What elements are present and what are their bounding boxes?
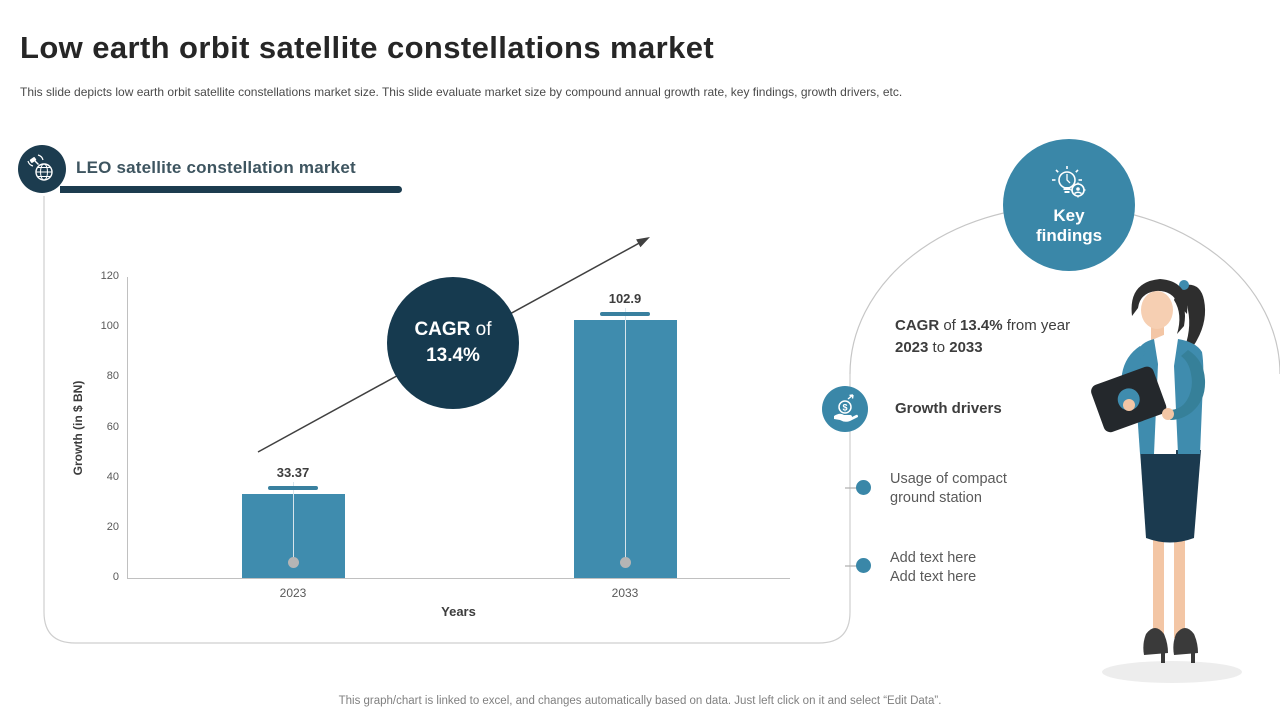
leader-dot (287, 556, 299, 568)
lightbulb-idea-icon (1052, 166, 1086, 198)
y-tick-label: 80 (106, 370, 119, 383)
x-category-label: 2023 (279, 586, 307, 600)
y-tick-label: 0 (112, 571, 119, 583)
money-hand-icon: $ (834, 394, 858, 422)
y-tick-label: 20 (106, 520, 119, 533)
y-tick-label: 40 (106, 470, 119, 483)
section-underline (60, 186, 402, 193)
y-tick-label: 120 (100, 270, 119, 282)
businesswoman-illustration (1091, 279, 1242, 683)
footer-note: This graph/chart is linked to excel, and… (338, 695, 942, 707)
key-findings-badge: Key findings (1003, 139, 1135, 271)
key-findings-label: Key findings (1035, 206, 1103, 245)
growth-drivers-badge: $ (822, 386, 868, 432)
bullet-dot (856, 480, 871, 495)
bar-value-label: 33.37 (276, 465, 310, 481)
cagr-annotation-circle: CAGR of 13.4% (387, 277, 519, 409)
page-title: Low earth orbit satellite constellations… (20, 30, 715, 65)
cagr-statement: CAGR of 13.4% from year 2023 to 2033 (895, 317, 1071, 356)
leader-dot (619, 556, 631, 568)
y-tick-label: 60 (106, 420, 119, 433)
chart-section-heading: LEO satellite constellation market (76, 158, 356, 177)
page-subtitle: This slide depicts low earth orbit satel… (20, 85, 903, 99)
bullet-item-1: Usage of compact ground station (890, 471, 1007, 506)
cagr-annotation-line2: 13.4% (426, 345, 480, 366)
y-axis-title: Growth (in $ BN) (71, 380, 85, 476)
x-axis-title: Years (441, 604, 476, 619)
y-axis-line (127, 277, 128, 579)
bullet-item-2[interactable]: Add text here Add text here (890, 550, 977, 585)
value-leader-line (625, 307, 626, 562)
growth-drivers-label: Growth drivers (895, 400, 1002, 417)
satellite-globe-icon (27, 154, 53, 181)
x-axis-line (127, 578, 790, 579)
cagr-annotation-line1: CAGR of (414, 319, 492, 341)
y-tick-label: 100 (100, 320, 119, 333)
bar-cap-dash (268, 486, 318, 491)
bar-value-label: 102.9 (608, 290, 642, 306)
value-leader-line (293, 482, 294, 562)
bullet-dot (856, 558, 871, 573)
bar-cap-dash (600, 311, 650, 316)
x-category-label: 2033 (611, 586, 639, 600)
section-icon-badge (18, 145, 66, 193)
svg-text:$: $ (842, 403, 847, 413)
